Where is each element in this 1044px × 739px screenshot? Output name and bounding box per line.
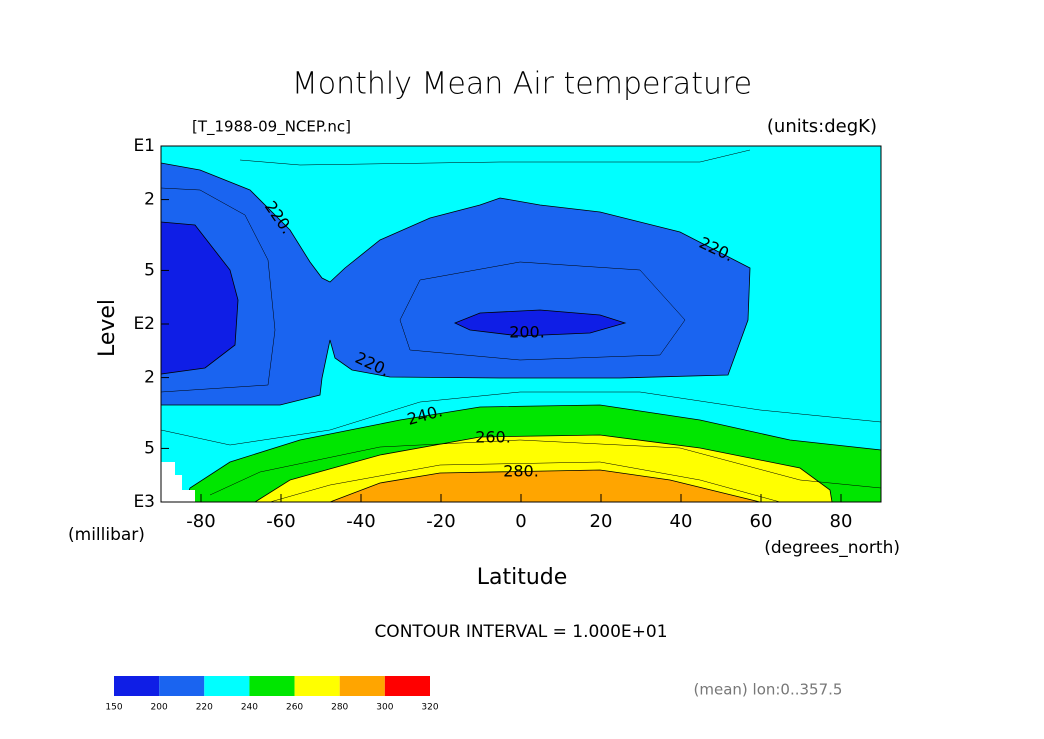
- x-tick-label: 0: [515, 511, 526, 532]
- colorbar-label: 220: [196, 703, 213, 713]
- note: (mean) lon:0..357.5: [694, 681, 843, 699]
- x-axis-label: Latitude: [477, 565, 568, 590]
- colorbar-label: 200: [151, 703, 168, 713]
- plot-area: [160, 145, 882, 503]
- y-tick-label: E2: [133, 314, 155, 334]
- contour-line: [160, 187, 276, 393]
- y-tick-label: E1: [133, 136, 155, 156]
- y-tick-label: E3: [133, 492, 155, 512]
- colorbar-swatch: [294, 676, 340, 696]
- x-tick-label: -60: [266, 511, 295, 532]
- contour-line: [160, 391, 882, 446]
- contour-label: 260.: [475, 428, 511, 447]
- contour-label: 280.: [503, 462, 539, 481]
- units: (units:degK): [767, 116, 877, 137]
- colorbar-label: 150: [105, 703, 122, 713]
- contour-fill: [453, 309, 627, 337]
- colorbar-label: 320: [421, 703, 438, 713]
- colorbar-swatch: [114, 676, 160, 696]
- colorbar-swatch: [159, 676, 205, 696]
- colorbar-label: 280: [331, 703, 348, 713]
- contour-line: [399, 261, 686, 361]
- y-tick-label: 2: [144, 368, 155, 388]
- x-tick-label: -80: [186, 511, 215, 532]
- contour-line: [209, 439, 882, 496]
- y-unit: (millibar): [68, 525, 145, 545]
- x-tick-label: 40: [670, 511, 693, 532]
- colorbar-swatch: [384, 676, 430, 696]
- x-tick-label: -20: [426, 511, 455, 532]
- contour-line: [239, 149, 751, 166]
- colorbar-label: 240: [241, 703, 258, 713]
- x-tick-label: -40: [346, 511, 375, 532]
- y-tick-label: 5: [144, 438, 155, 458]
- contour-label: 200.: [509, 323, 545, 342]
- subtitle: [T_1988-09_NCEP.nc]: [192, 118, 351, 137]
- footer: CONTOUR INTERVAL = 1.000E+01: [374, 622, 667, 642]
- colorbar-label: 300: [376, 703, 393, 713]
- x-tick-label: 60: [750, 511, 773, 532]
- contour-line: [269, 461, 781, 503]
- y-axis-label: Level: [95, 299, 120, 357]
- colorbar-swatch: [204, 676, 250, 696]
- y-tick-label: 5: [144, 260, 155, 280]
- y-tick-label: 2: [144, 190, 155, 210]
- contour-fill: [160, 162, 751, 406]
- x-unit: (degrees_north): [764, 538, 900, 558]
- x-tick-label: 20: [590, 511, 613, 532]
- colorbar-swatch: [339, 676, 385, 696]
- colorbar-swatch: [249, 676, 295, 696]
- colorbar-label: 260: [286, 703, 303, 713]
- missing-data: [161, 462, 195, 502]
- chart-title: Monthly Mean Air temperature: [292, 67, 752, 102]
- x-tick-label: 80: [830, 511, 853, 532]
- contour-fill: [160, 221, 239, 375]
